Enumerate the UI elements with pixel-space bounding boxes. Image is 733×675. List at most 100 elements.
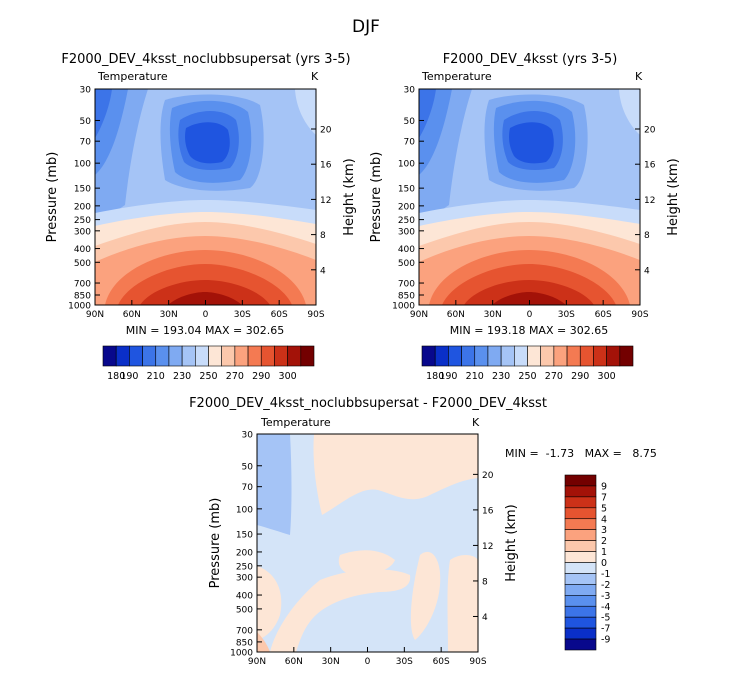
colorbar-swatch (142, 345, 157, 367)
latitude-tick-label: 60N (447, 310, 465, 320)
colorbar-swatch (129, 345, 143, 367)
height-tick-label: 16 (482, 506, 494, 516)
pressure-tick-label: 100 (236, 505, 253, 515)
pressure-tick-label: 300 (398, 227, 415, 237)
height-tick-label: 20 (644, 126, 656, 136)
pressure-tick-label: 150 (398, 185, 415, 195)
pressure-tick-label: 150 (74, 185, 91, 195)
colorbar-swatch (564, 485, 597, 498)
panel-a-title: F2000_DEV_4ksst_noclubbsupersat (yrs 3-5… (61, 52, 350, 67)
pressure-tick-label: 70 (80, 138, 92, 148)
pressure-tick-label: 400 (74, 245, 91, 255)
colorbar-swatch (564, 540, 597, 552)
latitude-tick-label: 0 (203, 310, 209, 320)
colorbar-swatch (619, 345, 634, 367)
colorbar-swatch (474, 345, 489, 367)
latitude-tick-label: 30S (396, 657, 413, 667)
pressure-tick-label: 400 (398, 245, 415, 255)
colorbar-swatch (102, 345, 117, 367)
panel-b-contours (419, 89, 640, 305)
height-tick-label: 12 (644, 196, 655, 206)
colorbar-swatch (181, 345, 196, 367)
colorbar-swatch (564, 627, 597, 640)
height-tick-label: 8 (644, 231, 650, 241)
colorbar-label: -5 (601, 613, 610, 624)
colorbar-swatch (564, 518, 597, 530)
colorbar-swatch (540, 345, 555, 367)
pressure-tick-label: 1000 (392, 302, 415, 312)
pressure-tick-label: 150 (236, 531, 253, 541)
height-tick-label: 8 (482, 577, 488, 587)
colorbar-swatch (564, 496, 597, 509)
colorbar-label: 270 (545, 371, 563, 382)
pressure-tick-label: 100 (74, 160, 91, 170)
colorbar-swatch (168, 345, 183, 367)
pressure-tick-label: 700 (398, 280, 415, 290)
colorbar-label: 5 (601, 503, 607, 514)
colorbar-label: 290 (252, 371, 270, 382)
colorbar-label: -3 (601, 591, 610, 602)
colorbar-label: 210 (466, 371, 484, 382)
pressure-tick-label: 500 (398, 259, 415, 269)
latitude-tick-label: 30S (558, 310, 575, 320)
colorbar-swatch (274, 345, 288, 367)
colorbar-swatch (564, 616, 597, 629)
panel-c-title: F2000_DEV_4ksst_noclubbsupersat - F2000_… (189, 396, 547, 411)
colorbar-swatch (593, 345, 607, 367)
colorbar-swatch (300, 345, 315, 367)
colorbar-swatch (260, 345, 275, 367)
colorbar-swatch (564, 562, 597, 574)
colorbar-swatch (247, 345, 262, 367)
colorbar-label: -2 (601, 580, 610, 591)
height-tick-label: 20 (482, 471, 494, 481)
colorbar-swatch (195, 345, 209, 367)
panel-noclubbsupersat: F2000_DEV_4ksst_noclubbsupersat (yrs 3-5… (45, 52, 357, 382)
pressure-tick-label: 700 (74, 280, 91, 290)
colorbar-swatch (221, 345, 236, 367)
colorbar-swatch (500, 345, 515, 367)
pressure-tick-label: 850 (236, 638, 253, 648)
latitude-tick-label: 90N (86, 310, 104, 320)
latitude-tick-label: 90S (631, 310, 648, 320)
panel-b-title: F2000_DEV_4ksst (yrs 3-5) (443, 52, 618, 67)
pressure-tick-label: 200 (398, 202, 415, 212)
pressure-tick-label: 30 (242, 431, 254, 441)
colorbar-label: 2 (601, 536, 607, 547)
panel-a-units-label: K (311, 70, 319, 83)
pressure-tick-label: 200 (236, 548, 253, 558)
latitude-tick-label: 60S (595, 310, 612, 320)
latitude-tick-label: 0 (365, 657, 371, 667)
colorbar-label: 210 (147, 371, 165, 382)
pressure-tick-label: 70 (404, 138, 416, 148)
height-tick-label: 16 (320, 161, 332, 171)
figure-suptitle: DJF (352, 17, 380, 37)
panel-c-units-label: K (472, 416, 480, 429)
colorbar-label: 270 (226, 371, 244, 382)
panel-b-ylabel-right: Height (km) (666, 158, 681, 235)
height-tick-label: 12 (482, 542, 493, 552)
pressure-tick-label: 850 (398, 291, 415, 301)
latitude-tick-label: 90S (469, 657, 486, 667)
pressure-tick-label: 250 (398, 216, 415, 226)
colorbar-swatch (208, 345, 222, 367)
latitude-tick-label: 0 (527, 310, 533, 320)
colorbar-swatch (564, 638, 597, 651)
colorbar-swatch (564, 584, 597, 596)
colorbar-swatch (564, 551, 597, 563)
latitude-tick-label: 30S (234, 310, 251, 320)
panel-b-left-label: Temperature (421, 70, 492, 83)
pressure-tick-label: 400 (236, 592, 253, 602)
colorbar-swatch (448, 345, 462, 367)
panel-a-left-label: Temperature (97, 70, 168, 83)
colorbar-swatch (287, 345, 302, 367)
latitude-tick-label: 30N (160, 310, 178, 320)
colorbar-label: 230 (492, 371, 510, 382)
colorbar-swatch (434, 345, 449, 367)
pressure-tick-label: 50 (242, 462, 254, 472)
latitude-tick-label: 60N (285, 657, 303, 667)
panel-b-ylabel: Pressure (mb) (369, 152, 384, 243)
